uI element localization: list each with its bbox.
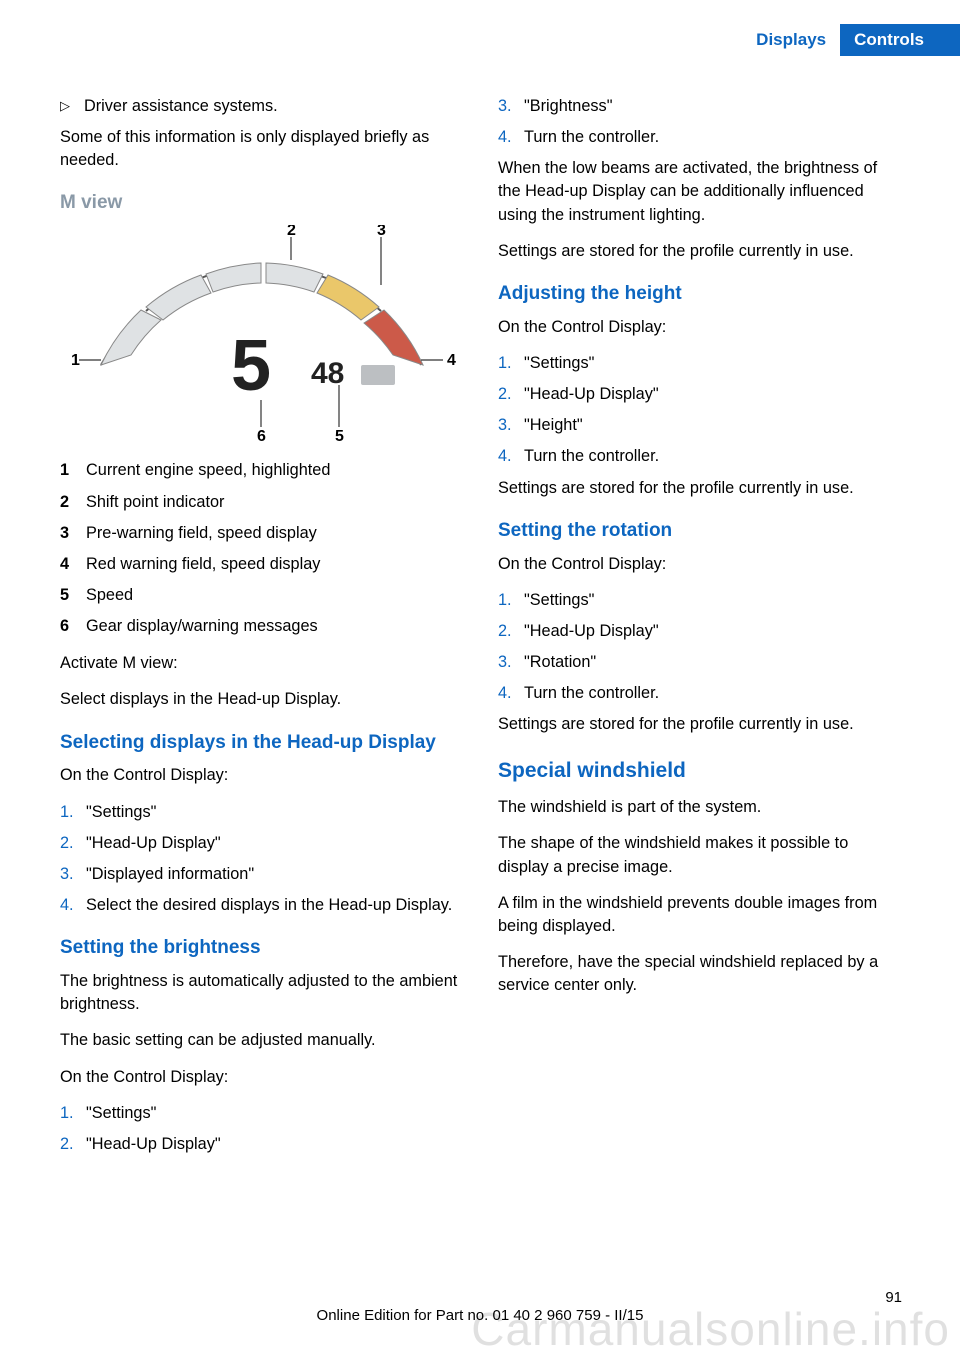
paragraph: Settings are stored for the profile curr… [498, 477, 900, 500]
steps-list: 1."Settings" 2."Head-Up Display" 3."Disp… [60, 801, 462, 918]
fig-label-3: 3 [377, 225, 386, 239]
heading-m-view: M view [60, 190, 462, 217]
step-num: 4. [60, 894, 86, 917]
step-text: Turn the controller. [524, 126, 900, 149]
step-text: Select the desired displays in the Head-… [86, 894, 462, 917]
step-text: "Head-Up Display" [86, 1133, 462, 1156]
step-text: "Settings" [524, 589, 900, 612]
paragraph: The basic setting can be adjusted manual… [60, 1029, 462, 1052]
step-num: 4. [498, 126, 524, 149]
step-text: Turn the controller. [524, 445, 900, 468]
legend-text: Speed [86, 584, 462, 607]
step-num: 3. [498, 95, 524, 118]
heading-brightness: Setting the brightness [60, 935, 462, 962]
step-num: 4. [498, 445, 524, 468]
legend-num: 1 [60, 459, 86, 482]
step-text: "Brightness" [524, 95, 900, 118]
paragraph: On the Control Display: [60, 764, 462, 787]
fig-speed: 48 [311, 357, 344, 390]
bullet-item: ▷ Driver assistance systems. [60, 95, 462, 118]
step-num: 3. [498, 651, 524, 674]
step-num: 2. [60, 832, 86, 855]
paragraph: On the Control Display: [498, 316, 900, 339]
heading-rotation: Setting the rotation [498, 518, 900, 545]
legend-text: Current engine speed, highlighted [86, 459, 462, 482]
m-view-svg: 1 2 3 4 5 6 5 48 [60, 225, 462, 445]
step-num: 2. [60, 1133, 86, 1156]
page-number: 91 [885, 1289, 902, 1306]
paragraph: On the Control Display: [60, 1066, 462, 1089]
step-num: 1. [60, 1102, 86, 1125]
paragraph: The brightness is automatically adjusted… [60, 970, 462, 1016]
step-num: 1. [498, 352, 524, 375]
legend-num: 4 [60, 553, 86, 576]
heading-special-windshield: Special windshield [498, 756, 900, 786]
step-text: "Settings" [86, 1102, 462, 1125]
step-text: "Settings" [86, 801, 462, 824]
paragraph: On the Control Display: [498, 553, 900, 576]
legend-text: Red warning field, speed display [86, 553, 462, 576]
legend-num: 6 [60, 615, 86, 638]
legend-text: Pre-warning field, speed display [86, 522, 462, 545]
heading-selecting-displays: Selecting displays in the Head-up Displa… [60, 730, 462, 757]
header-chapter-label: Controls [840, 24, 960, 56]
page-body: ▷ Driver assistance systems. Some of thi… [60, 95, 900, 1282]
fig-gear: 5 [231, 326, 271, 406]
fig-label-4: 4 [447, 352, 456, 369]
fig-label-1: 1 [71, 352, 80, 369]
legend-text: Gear display/warning messages [86, 615, 462, 638]
legend-list: 1Current engine speed, highlighted 2Shif… [60, 459, 462, 638]
step-text: "Settings" [524, 352, 900, 375]
paragraph: Some of this information is only display… [60, 126, 462, 172]
paragraph: A film in the windshield prevents double… [498, 892, 900, 938]
step-text: "Head-Up Display" [524, 620, 900, 643]
page-header: Displays Controls [742, 24, 960, 56]
paragraph: When the low beams are activated, the br… [498, 157, 900, 226]
bullet-text: Driver assistance systems. [84, 95, 462, 118]
footer-edition: Online Edition for Part no. 01 40 2 960 … [0, 1307, 960, 1324]
step-num: 4. [498, 682, 524, 705]
step-num: 3. [60, 863, 86, 886]
step-num: 1. [498, 589, 524, 612]
step-num: 1. [60, 801, 86, 824]
legend-num: 2 [60, 491, 86, 514]
steps-list: 3."Brightness" 4.Turn the controller. [498, 95, 900, 149]
bullet-marker-icon: ▷ [60, 95, 84, 118]
step-text: "Head-Up Display" [524, 383, 900, 406]
fig-label-6: 6 [257, 428, 266, 445]
step-text: "Rotation" [524, 651, 900, 674]
step-text: "Displayed information" [86, 863, 462, 886]
paragraph: The windshield is part of the system. [498, 796, 900, 819]
step-num: 2. [498, 620, 524, 643]
steps-list: 1."Settings" 2."Head-Up Display" 3."Rota… [498, 589, 900, 706]
m-view-figure: 1 2 3 4 5 6 5 48 [60, 225, 462, 445]
fig-label-2: 2 [287, 225, 296, 239]
fig-unit-box [361, 365, 395, 385]
legend-num: 5 [60, 584, 86, 607]
paragraph: Select displays in the Head-up Display. [60, 688, 462, 711]
header-section-label: Displays [742, 24, 840, 56]
heading-height: Adjusting the height [498, 281, 900, 308]
step-num: 2. [498, 383, 524, 406]
step-text: Turn the controller. [524, 682, 900, 705]
step-text: "Head-Up Display" [86, 832, 462, 855]
paragraph: Activate M view: [60, 652, 462, 675]
legend-num: 3 [60, 522, 86, 545]
paragraph: Settings are stored for the profile curr… [498, 240, 900, 263]
steps-list: 1."Settings" 2."Head-Up Display" 3."Heig… [498, 352, 900, 469]
paragraph: Therefore, have the special windshield r… [498, 951, 900, 997]
paragraph: The shape of the windshield makes it pos… [498, 832, 900, 878]
step-text: "Height" [524, 414, 900, 437]
paragraph: Settings are stored for the profile curr… [498, 713, 900, 736]
fig-label-5: 5 [335, 428, 344, 445]
legend-text: Shift point indicator [86, 491, 462, 514]
steps-list: 1."Settings" 2."Head-Up Display" [60, 1102, 462, 1156]
step-num: 3. [498, 414, 524, 437]
